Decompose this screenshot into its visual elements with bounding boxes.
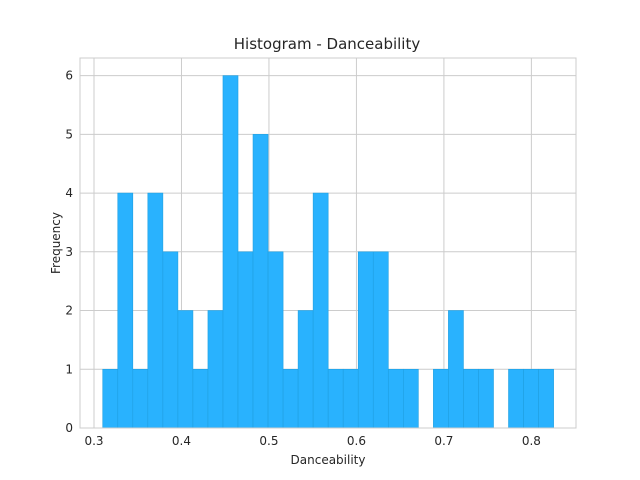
x-tick-labels: 0.3 0.4 0.5 0.6 0.7 0.8: [84, 434, 540, 448]
x-axis-label: Danceability: [291, 453, 366, 467]
histogram-bars: [102, 75, 554, 429]
y-tick-labels: 0 1 2 3 4 5 6: [65, 69, 73, 435]
histogram-bar: [297, 310, 314, 429]
y-tick-label: 4: [65, 186, 73, 200]
histogram-bar: [538, 368, 554, 429]
histogram-bar: [327, 368, 344, 429]
histogram-bar: [117, 192, 134, 429]
y-tick-label: 5: [65, 127, 73, 141]
histogram-bar: [102, 368, 119, 429]
histogram-bar: [372, 251, 389, 429]
x-tick-label: 0.7: [434, 434, 453, 448]
histogram-bar: [132, 368, 149, 429]
histogram-bar: [192, 368, 209, 429]
histogram-bar: [312, 192, 329, 429]
histogram-bar: [523, 368, 539, 429]
histogram-bar: [147, 192, 164, 429]
histogram-bar: [222, 75, 239, 429]
histogram-bar: [237, 251, 254, 429]
histogram-bar: [207, 310, 224, 429]
histogram-bar: [267, 251, 284, 429]
y-tick-label: 6: [65, 69, 73, 83]
histogram-bar: [252, 134, 269, 429]
y-tick-label: 2: [65, 304, 73, 318]
histogram-bar: [403, 368, 419, 429]
histogram-bar: [357, 251, 374, 429]
x-tick-label: 0.8: [522, 434, 541, 448]
x-tick-label: 0.5: [259, 434, 278, 448]
plot-frame: [79, 57, 577, 429]
histogram-bar: [463, 368, 479, 429]
y-tick-label: 3: [65, 245, 73, 259]
y-tick-label: 0: [65, 421, 73, 435]
histogram-bar: [177, 310, 194, 429]
chart-title: Histogram - Danceability: [234, 35, 421, 53]
histogram-bar: [448, 310, 464, 429]
y-tick-label: 1: [65, 362, 73, 376]
histogram-bar: [162, 251, 179, 429]
y-axis-label: Frequency: [49, 212, 63, 274]
histogram-bar: [478, 368, 494, 429]
histogram-bar: [433, 368, 449, 429]
x-tick-label: 0.3: [84, 434, 103, 448]
histogram-bar: [342, 368, 359, 429]
x-tick-label: 0.4: [172, 434, 191, 448]
x-tick-label: 0.6: [347, 434, 366, 448]
histogram-bar: [282, 368, 299, 429]
histogram-bar: [508, 368, 524, 429]
histogram-bar: [387, 368, 404, 429]
